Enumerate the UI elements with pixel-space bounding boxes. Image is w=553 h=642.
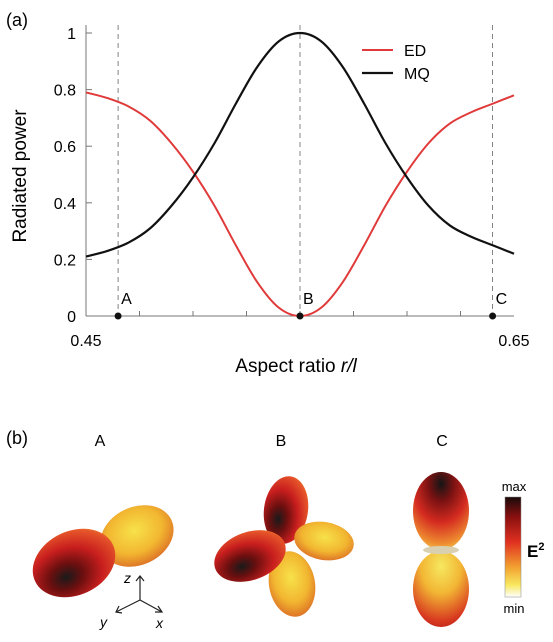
pattern-label-a: A — [95, 433, 106, 450]
x-axis-label-text: Aspect ratio — [235, 356, 341, 377]
pattern-label-c: C — [436, 433, 448, 450]
radiation-pattern-c — [413, 472, 469, 627]
x-axis-label: Aspect ratio r/l — [235, 356, 357, 377]
radiation-pattern-a — [32, 505, 174, 598]
y-tick-label: 0 — [67, 309, 76, 326]
colorbar-min-label: min — [504, 601, 525, 616]
y-axis-label: Radiated power — [10, 109, 31, 243]
axes-triad — [115, 575, 164, 614]
pattern-label-b: B — [276, 433, 287, 450]
panel-a-label: (a) — [6, 10, 28, 30]
legend-label-ed: ED — [404, 43, 426, 60]
axis-z-label: z — [123, 570, 131, 586]
axis-y-label: y — [99, 614, 108, 630]
radiation-pattern-b — [214, 476, 354, 617]
y-tick-label: 0.8 — [54, 83, 76, 100]
colorbar-quantity-exponent: 2 — [538, 541, 544, 553]
marker-point — [489, 312, 497, 320]
panel-b-label: (b) — [6, 428, 28, 448]
marker-label: C — [496, 291, 508, 308]
colorbar-max-label: max — [502, 479, 527, 494]
x-tick-label: 0.45 — [70, 333, 101, 350]
colorbar-quantity-label: E2 — [527, 541, 544, 561]
x-tick-label: 0.65 — [498, 333, 529, 350]
y-tick-label: 1 — [67, 26, 76, 43]
marker-label: B — [303, 291, 314, 308]
y-tick-label: 0.6 — [54, 139, 76, 156]
marker-label: A — [121, 291, 132, 308]
y-tick-label: 0.2 — [54, 252, 76, 269]
series-line-mq — [85, 31, 515, 258]
marker-point — [296, 312, 304, 320]
colorbar: max min E2 — [502, 479, 545, 616]
legend: ED MQ — [362, 43, 430, 83]
x-axis-label-variable: r/l — [341, 356, 358, 377]
colorbar-quantity-symbol: E — [527, 542, 538, 561]
axis-x-label: x — [155, 615, 164, 631]
legend-label-mq: MQ — [404, 66, 430, 83]
marker-point — [114, 312, 122, 320]
line-chart: 0 0.2 0.4 0.6 0.8 1 0.45 0.65 A B C — [54, 25, 530, 350]
y-tick-label: 0.4 — [54, 196, 76, 213]
